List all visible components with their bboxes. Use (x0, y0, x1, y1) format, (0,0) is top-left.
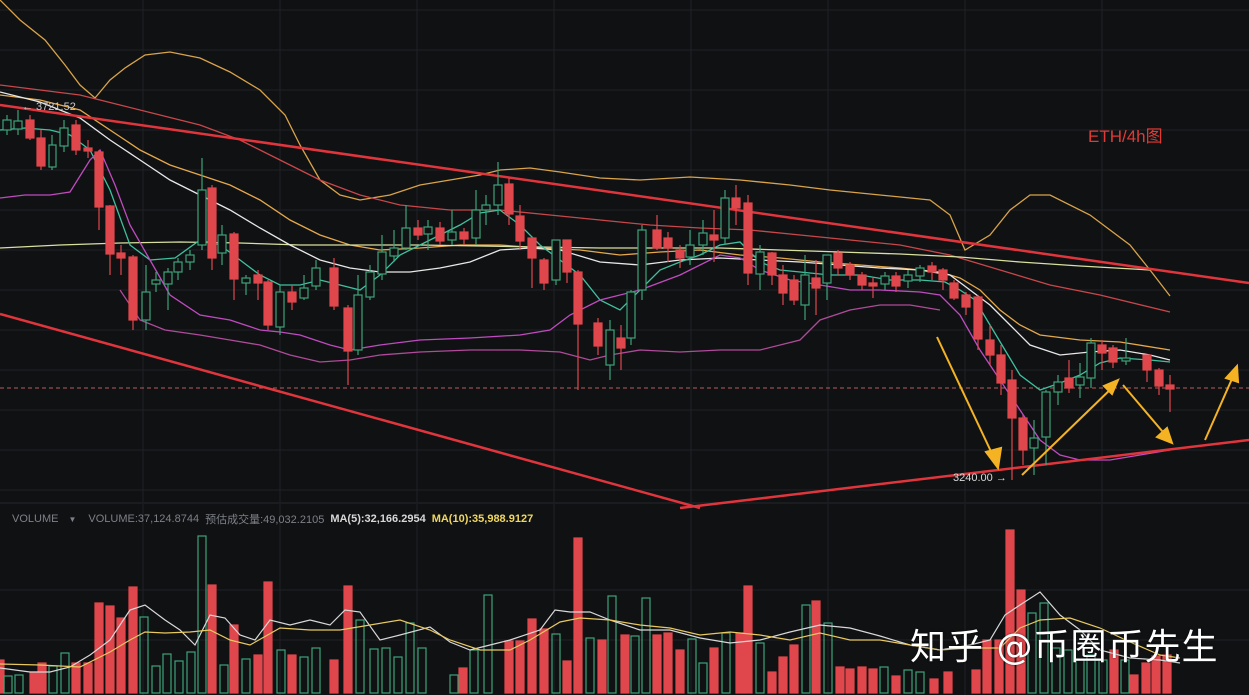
arrow-up-1 (1021, 384, 1116, 476)
rising-support-trendline (679, 438, 1249, 510)
watermark: 知乎 @币圈币先生 (910, 627, 1219, 668)
arrow-up-2 (1204, 371, 1236, 441)
moving-averages (0, 0, 1171, 461)
arrow-down-1-head (984, 446, 1003, 471)
ma-red (0, 84, 1171, 313)
arrow-down-1 (936, 336, 996, 461)
arrow-up-2-head (1224, 363, 1240, 384)
volume-ma10 (0, 617, 1181, 668)
trendlines (0, 103, 1249, 510)
volume-ma10-value: MA(10):35,988.9127 (431, 513, 534, 525)
ma-long (0, 241, 1151, 271)
high-price-label: ← 3721.52 (22, 101, 76, 113)
volume-ma5-value: MA(5):32,166.2954 (330, 513, 426, 525)
bollinger-upper (0, 0, 1171, 297)
arrow-down-2 (1122, 384, 1169, 439)
arrow-down-2-head (1155, 426, 1174, 445)
volume-indicator-header: VOLUME ▼ VOLUME:37,124.8744 预估成交量:49,032… (12, 511, 533, 527)
estimated-volume: 预估成交量:49,032.2105 (205, 514, 325, 526)
volume-value: VOLUME:37,124.8744 (88, 513, 200, 525)
arrow-up-1-head (1102, 378, 1120, 396)
chevron-down-icon[interactable]: ▼ (68, 514, 77, 524)
upper-channel-trendline (0, 103, 1249, 285)
ma-purple (0, 148, 1171, 461)
candles (2, 110, 1175, 480)
projection-arrows (936, 336, 1240, 476)
ma-orange (0, 94, 1171, 351)
lower-channel-trendline (0, 312, 701, 510)
ma-white (0, 91, 1171, 361)
chart-title: ETH/4h图 (1088, 127, 1163, 146)
low-price-label: 3240.00 → (953, 472, 1007, 484)
volume-indicator-name[interactable]: VOLUME (12, 513, 59, 525)
volume-moving-averages (0, 591, 1181, 673)
volume-bars (0, 529, 1172, 694)
bollinger-lower (119, 289, 941, 363)
volume-ma5 (0, 591, 1181, 673)
